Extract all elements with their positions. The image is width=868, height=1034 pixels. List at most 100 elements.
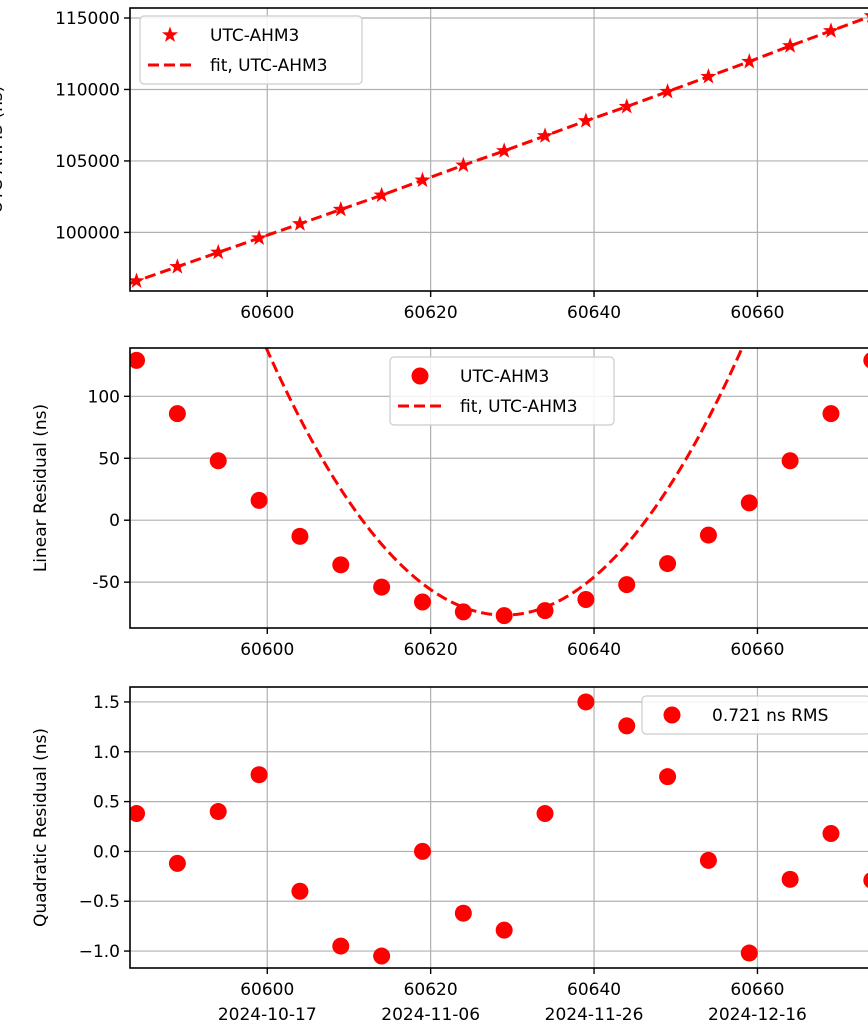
x-tick-label: 60640 — [567, 640, 621, 660]
data-point — [822, 405, 840, 423]
data-point — [168, 854, 186, 872]
data-point — [577, 693, 595, 711]
data-point — [413, 593, 431, 611]
data-point — [209, 803, 227, 821]
legend-box — [139, 15, 363, 85]
data-point — [699, 851, 717, 869]
y-tick-label: 0 — [109, 511, 120, 531]
x-tick-date-label: 2024-12-16 — [708, 1005, 807, 1025]
data-point — [130, 351, 146, 369]
plot-area — [130, 348, 868, 625]
axes-frame — [129, 686, 868, 969]
data-point — [495, 921, 513, 939]
data-point — [618, 717, 636, 735]
x-tick-date-label: 2024-10-17 — [218, 1005, 317, 1025]
data-point-star — [332, 201, 349, 217]
legend-marker-handle — [411, 367, 429, 385]
legend: UTC-AHM3 fit, UTC-AHM3 — [389, 356, 615, 426]
y-tick-label: 100000 — [55, 223, 120, 243]
legend-entry-label: UTC-AHM3 — [460, 367, 549, 387]
legend: UTC-AHM3 fit, UTC-AHM3 — [139, 15, 363, 85]
legend-entry-label: 0.721 ns RMS — [712, 706, 828, 726]
data-point — [659, 555, 677, 573]
y-tick-label: 0.5 — [93, 793, 120, 813]
x-tick-label: 60660 — [730, 303, 784, 323]
y-tick-label: 110000 — [55, 80, 120, 100]
data-point — [130, 805, 146, 823]
data-point-star — [373, 186, 390, 203]
y-tick-label: 0.0 — [93, 842, 120, 862]
data-point — [536, 602, 554, 620]
data-point-star — [291, 215, 309, 231]
x-tick-label: 60620 — [404, 303, 458, 323]
data-point-star — [169, 258, 186, 274]
legend-marker-handle — [663, 706, 681, 724]
axes-frame — [129, 7, 868, 292]
y-tick-label: 100 — [88, 387, 120, 407]
legend-star-handle — [161, 26, 179, 42]
chart-quadratic-residual: 60600 2024-10-17 60620 2024-11-06 60640 2024-… — [31, 686, 868, 1025]
data-point-star — [536, 127, 554, 143]
data-point — [454, 904, 472, 922]
y-tick-label: 105000 — [55, 152, 120, 172]
data-point — [454, 603, 472, 621]
x-tick-label: 60620 — [404, 640, 458, 660]
data-point-star — [251, 229, 268, 245]
axes-frame — [129, 347, 868, 629]
x-tick-label: 60600 — [240, 980, 294, 1000]
y-tick-label: 1.5 — [93, 693, 120, 713]
data-point-star — [130, 272, 145, 288]
data-point — [373, 578, 391, 596]
data-point — [250, 766, 268, 784]
data-point — [413, 842, 431, 860]
data-point — [495, 607, 513, 625]
data-point-star — [618, 98, 635, 114]
plot-area — [130, 693, 868, 965]
data-point — [209, 452, 227, 470]
x-tick-label: 60660 — [730, 980, 784, 1000]
data-point — [577, 591, 595, 609]
y-tick-label: 50 — [98, 449, 120, 469]
y-tick-label: 115000 — [55, 9, 120, 29]
y-tick-label: −1.0 — [79, 942, 120, 962]
legend-entry-label: fit, UTC-AHM3 — [460, 397, 578, 417]
data-point-star — [822, 22, 840, 38]
data-point-star — [741, 53, 758, 69]
data-point-star — [577, 112, 594, 128]
data-point-star — [496, 142, 513, 158]
data-point-star — [659, 83, 676, 99]
data-point — [536, 805, 554, 823]
data-point-star — [414, 171, 431, 188]
data-point-star — [863, 13, 868, 23]
x-tick-label: 60640 — [567, 303, 621, 323]
chart-linear-residual: 60600 60620 60640 60660 -50 0 50 100 Linear Resi… — [31, 347, 868, 660]
data-point-star — [210, 243, 227, 260]
data-point — [781, 452, 799, 470]
plot-area — [130, 13, 868, 288]
y-axis-label: Quadratic Residual (ns) — [31, 728, 51, 927]
x-tick-date-label: 2024-11-06 — [381, 1005, 480, 1025]
data-point — [740, 494, 758, 512]
x-tick-label: 60660 — [730, 640, 784, 660]
data-point — [291, 882, 309, 900]
data-point — [863, 872, 868, 888]
data-point — [659, 768, 677, 786]
data-point-star — [700, 68, 717, 84]
chart-upper-utc-ahm3: 60600 60620 60640 60660 100000 105000 110000 11… — [0, 7, 868, 323]
data-point — [250, 491, 268, 509]
x-tick-label: 60600 — [240, 640, 294, 660]
data-point — [781, 870, 799, 888]
data-point-star — [455, 156, 472, 173]
data-point — [740, 944, 758, 962]
legend-entry-label: UTC-AHM3 — [210, 26, 299, 46]
legend-box — [389, 356, 615, 426]
y-tick-label: 1.0 — [93, 743, 120, 763]
y-axis-label: Linear Residual (ns) — [31, 404, 51, 572]
data-point — [332, 556, 350, 574]
x-tick-date-label: 2024-11-26 — [545, 1005, 644, 1025]
x-tick-label: 60640 — [567, 980, 621, 1000]
data-point — [332, 937, 350, 955]
data-point — [168, 405, 186, 423]
legend: 0.721 ns RMS — [641, 695, 868, 735]
